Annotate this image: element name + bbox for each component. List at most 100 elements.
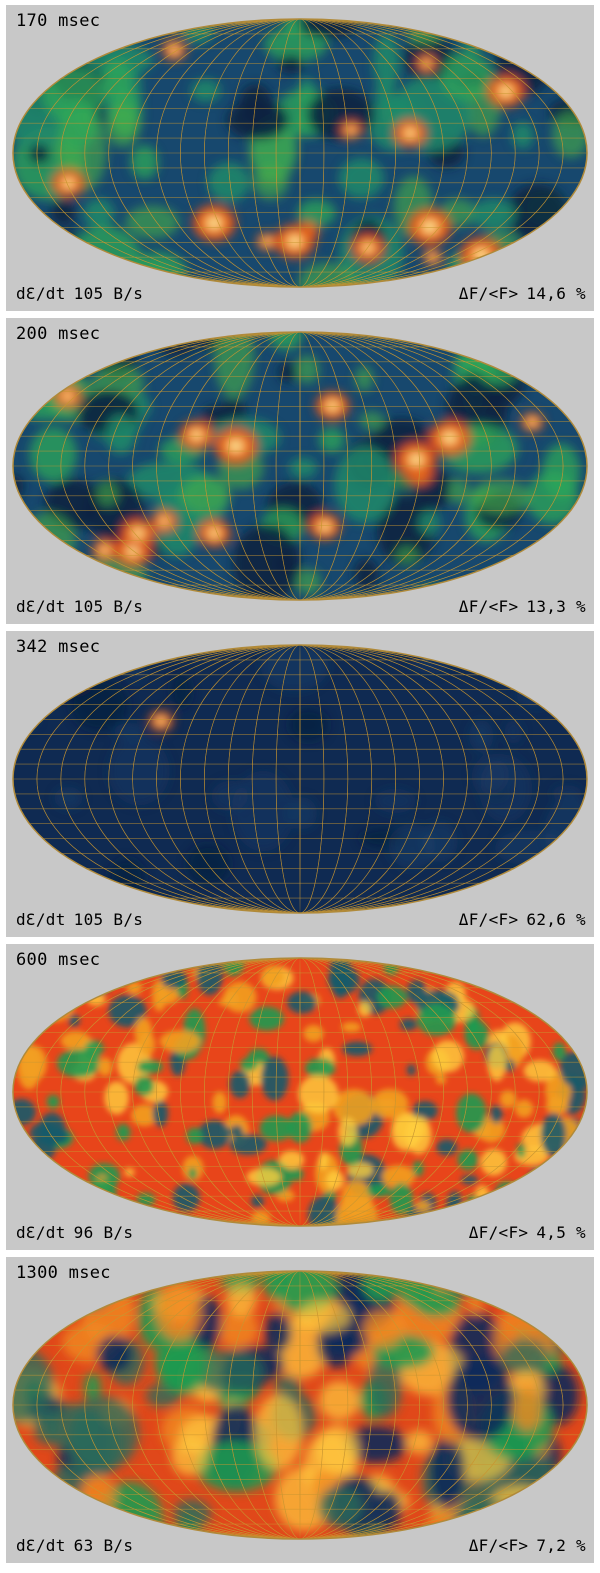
intensity-blob <box>171 1437 208 1476</box>
intensity-blob <box>297 199 336 227</box>
intensity-blob <box>28 144 50 164</box>
intensity-blob <box>318 427 345 453</box>
intensity-blob <box>186 1127 203 1145</box>
intensity-blob <box>214 332 255 399</box>
map-rim <box>12 957 588 1227</box>
intensity-blob <box>308 1195 341 1226</box>
intensity-blob <box>287 797 317 830</box>
intensity-blob <box>355 365 374 391</box>
intensity-blob <box>207 162 251 202</box>
intensity-blob <box>318 1486 363 1528</box>
intensity-blob <box>328 965 360 995</box>
intensity-blob <box>260 1056 289 1101</box>
rate-symbol: dƐ/dt <box>16 1536 66 1555</box>
intensity-blob <box>407 22 442 45</box>
intensity-blob <box>212 1091 227 1114</box>
intensity-blob <box>511 122 534 149</box>
hot-spot <box>100 547 109 554</box>
intensity-blob <box>278 55 303 74</box>
intensity-blob <box>456 1093 487 1133</box>
intensity-blob <box>46 1094 60 1109</box>
rate-symbol: dƐ/dt <box>16 910 66 929</box>
intensity-blob <box>57 1048 101 1078</box>
intensity-blob <box>249 1006 284 1031</box>
intensity-blob <box>130 145 159 180</box>
intensity-blob <box>497 1512 519 1531</box>
map-rim <box>12 18 588 288</box>
intensity-blob <box>68 226 142 287</box>
hot-spot <box>423 60 430 66</box>
intensity-blob <box>447 478 470 505</box>
intensity-blob <box>297 1300 351 1333</box>
intensity-blob <box>231 770 295 852</box>
intensity-blob <box>542 443 581 500</box>
intensity-blob <box>198 1119 231 1149</box>
flux-value: 14,6 % <box>526 284 586 303</box>
intensity-blob <box>84 1040 104 1057</box>
intensity-blob <box>54 787 83 810</box>
intensity-blob <box>294 355 320 384</box>
flux-label: ΔF/<F> 7,2 % <box>469 1536 586 1555</box>
flux-symbol: ΔF/<F> <box>458 284 519 303</box>
rate-value: 105 B/s <box>73 284 144 303</box>
coordinate-grid <box>13 958 587 1226</box>
intensity-blob <box>232 524 301 600</box>
intensity-blob <box>305 1058 336 1079</box>
intensity-blob <box>399 1018 417 1031</box>
flux-symbol: ΔF/<F> <box>468 1536 529 1555</box>
intensity-blob <box>507 183 569 243</box>
intensity-blob <box>125 205 180 239</box>
intensity-blob <box>35 980 76 1022</box>
intensity-blob <box>344 1425 408 1464</box>
intensity-blob <box>555 1461 587 1526</box>
hot-spot <box>264 239 270 245</box>
map-panel-200: 200 msec dƐ/dt 105 B/s ΔF/<F> 13,3 % <box>6 318 594 624</box>
intensity-blob <box>136 1059 163 1074</box>
intensity-blob <box>217 1309 259 1349</box>
intensity-blob <box>226 100 289 140</box>
intensity-blob <box>307 88 375 141</box>
intensity-blob <box>260 645 329 692</box>
map-panel-1300: 1300 msec dƐ/dt 63 B/s ΔF/<F> 7,2 % <box>6 1257 594 1563</box>
map-panel-600: 600 msec dƐ/dt 96 B/s ΔF/<F> 4,5 % <box>6 944 594 1250</box>
intensity-blob <box>470 198 517 230</box>
intensity-blob <box>69 1182 87 1211</box>
rate-value: 63 B/s <box>73 1536 134 1555</box>
intensity-blob <box>170 673 192 708</box>
time-label: 600 msec <box>16 950 101 970</box>
intensity-blob <box>388 824 435 869</box>
intensity-blob <box>180 476 231 515</box>
intensity-blob <box>325 1170 345 1191</box>
intensity-blob <box>289 457 318 478</box>
intensity-blob <box>517 971 559 1002</box>
intensity-blob <box>13 972 26 984</box>
intensity-blob <box>375 79 394 109</box>
intensity-blob <box>60 1031 91 1051</box>
intensity-blob <box>29 427 77 482</box>
intensity-blob <box>21 512 76 568</box>
intensity-blob <box>491 1190 510 1204</box>
rate-symbol: dƐ/dt <box>16 597 66 616</box>
intensity-blob <box>559 1049 587 1089</box>
intensity-blob <box>108 736 170 806</box>
map-rim <box>12 1270 588 1540</box>
intensity-blob <box>44 1174 64 1196</box>
intensity-blob <box>581 977 587 994</box>
intensity-blob <box>262 1271 289 1301</box>
intensity-blob <box>13 981 44 1011</box>
intensity-blob <box>422 821 458 863</box>
intensity-blob <box>459 1199 497 1224</box>
intensity-blob <box>229 1133 267 1155</box>
intensity-blob <box>435 1074 447 1085</box>
intensity-blob <box>577 1034 587 1055</box>
intensity-blob <box>543 1488 565 1523</box>
intensity-blob <box>202 405 225 426</box>
intensity-blob <box>467 1292 483 1316</box>
intensity-blob <box>230 1125 243 1138</box>
intensity-blob <box>446 1357 514 1441</box>
intensity-blob <box>104 1081 129 1115</box>
intensity-blob <box>13 1347 54 1424</box>
intensity-blob <box>516 1142 526 1158</box>
hot-spot <box>160 518 168 525</box>
flux-label: ΔF/<F> 62,6 % <box>459 910 586 929</box>
